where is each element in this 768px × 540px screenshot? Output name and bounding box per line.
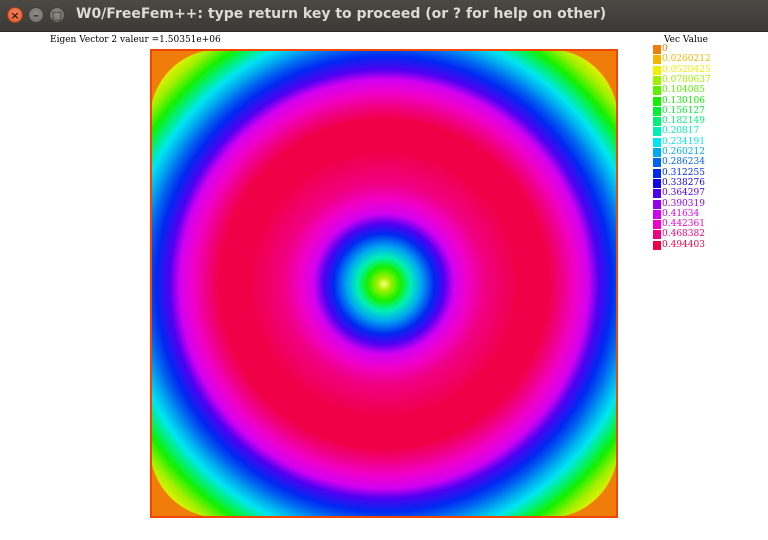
legend-label: 0.0520425 [662, 64, 711, 75]
legend-item: 0.104085 [653, 85, 763, 96]
legend-item: 0.182149 [653, 116, 763, 127]
legend-label: 0.0780637 [662, 74, 711, 85]
legend-label: 0.260212 [662, 147, 705, 157]
legend-swatch [653, 45, 661, 54]
legend-swatch [653, 240, 661, 250]
legend-item: 0.0260212 [653, 54, 763, 65]
legend-label: 0.468382 [662, 229, 705, 240]
legend-label: 0 [662, 44, 668, 54]
legend-item: 0.41634 [653, 208, 763, 220]
legend-label: 0.390319 [662, 198, 705, 209]
legend-item: 0 [653, 44, 763, 55]
legend-item: 0.0780637 [653, 74, 763, 86]
legend-label: 0.156127 [662, 105, 705, 116]
legend-item: 0.468382 [653, 229, 763, 240]
maximize-icon[interactable]: □ [49, 7, 65, 23]
legend-swatch [653, 230, 661, 240]
legend-label: 0.312255 [662, 167, 705, 178]
legend-label: 0.130106 [662, 95, 705, 106]
legend-item: 0.312255 [653, 167, 763, 179]
legend-swatch [653, 117, 661, 127]
legend-label: 0.234191 [662, 136, 705, 147]
legend-swatch [653, 75, 661, 85]
legend-item: 0.442361 [653, 219, 763, 230]
legend-swatch [653, 137, 661, 147]
legend-label: 0.20817 [662, 126, 700, 137]
window-title: W0/FreeFem++: type return key to proceed… [76, 6, 607, 22]
legend-item: 0.494403 [653, 239, 763, 251]
legend-swatch [653, 55, 661, 65]
legend-item: 0.260212 [653, 147, 763, 158]
legend-swatch [653, 178, 661, 188]
legend-swatch [653, 158, 661, 168]
close-icon[interactable]: × [7, 7, 23, 23]
legend-item: 0.130106 [653, 95, 763, 107]
legend-label: 0.494403 [662, 239, 705, 250]
minimize-icon[interactable]: – [28, 7, 44, 23]
legend-item: 0.0520425 [653, 64, 763, 76]
plot-title: Eigen Vector 2 valeur =1.50351e+06 [50, 35, 221, 45]
legend-item: 0.234191 [653, 136, 763, 148]
legend-label: 0.182149 [662, 116, 705, 127]
legend-swatch [653, 189, 661, 199]
legend-label: 0.338276 [662, 177, 705, 188]
legend-item: 0.338276 [653, 177, 763, 189]
legend-label: 0.0260212 [662, 54, 711, 65]
legend-swatch [653, 199, 661, 209]
eigenvector-plot [150, 49, 618, 518]
legend-swatch [653, 86, 661, 96]
legend-label: 0.41634 [662, 208, 700, 219]
legend-swatch [653, 106, 661, 116]
legend-item: 0.286234 [653, 157, 763, 168]
contour-field [150, 49, 618, 518]
legend-item: 0.20817 [653, 126, 763, 137]
legend-item: 0.156127 [653, 105, 763, 117]
legend-label: 0.442361 [662, 219, 705, 230]
legend-swatch [653, 148, 661, 157]
legend-item: 0.390319 [653, 198, 763, 210]
legend-swatch [653, 209, 661, 219]
legend-swatch [653, 65, 661, 75]
legend-label: 0.104085 [662, 85, 705, 96]
legend-swatch [653, 220, 661, 230]
legend-swatch [653, 96, 661, 106]
legend-swatch [653, 127, 661, 137]
legend-label: 0.286234 [662, 157, 705, 168]
legend-title: Vec Value [664, 35, 708, 45]
legend-swatch [653, 168, 661, 178]
legend-label: 0.364297 [662, 188, 705, 199]
window-titlebar[interactable]: × – □ W0/FreeFem++: type return key to p… [0, 0, 768, 32]
legend-item: 0.364297 [653, 188, 763, 199]
